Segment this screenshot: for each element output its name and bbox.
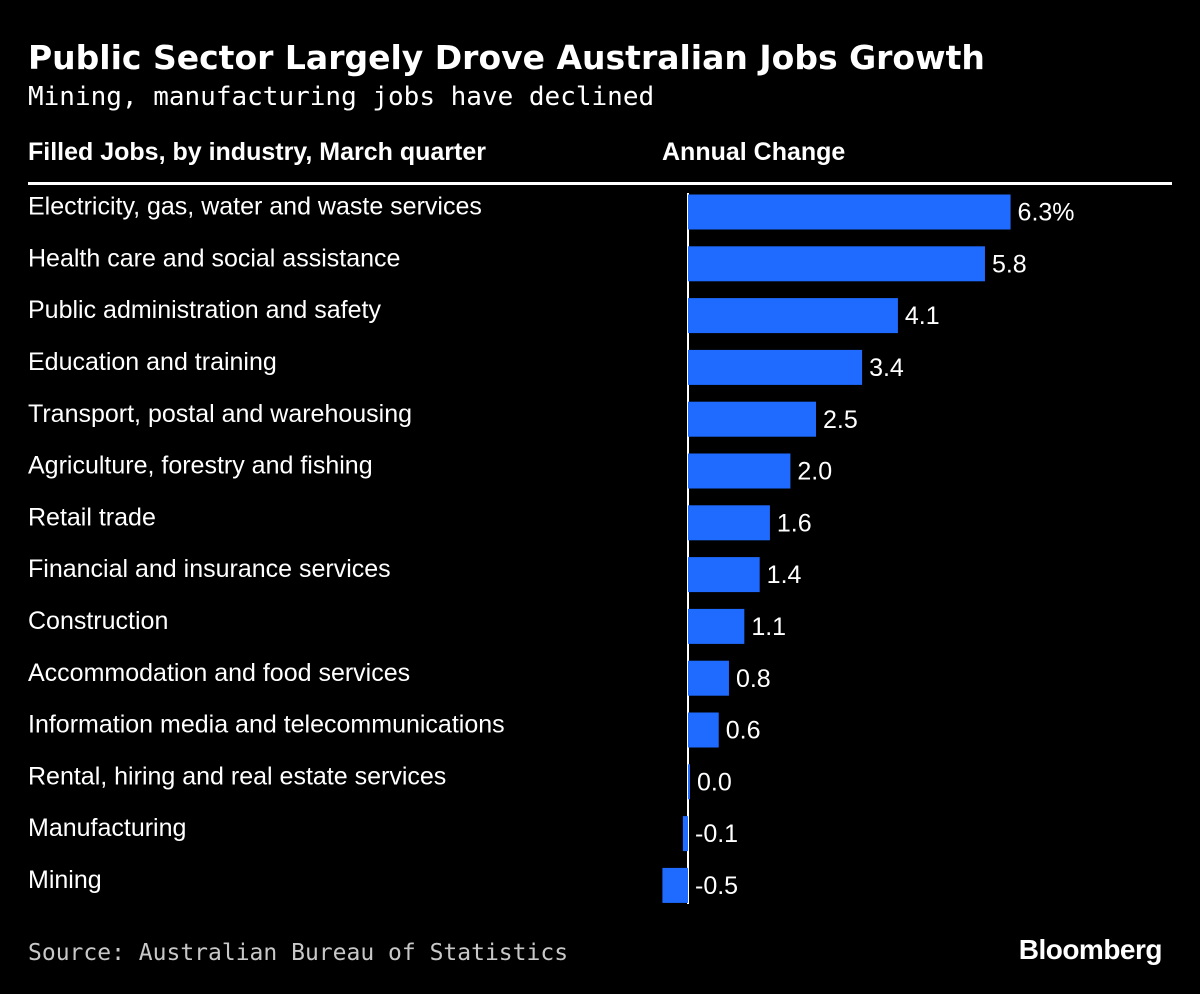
bar bbox=[662, 867, 688, 903]
value-label: 3.4 bbox=[869, 354, 904, 382]
value-label: 5.8 bbox=[992, 250, 1027, 278]
value-label: -0.1 bbox=[695, 820, 738, 848]
value-label: 4.1 bbox=[905, 302, 940, 330]
category-label: Financial and insurance services bbox=[28, 555, 391, 583]
category-label: Rental, hiring and real estate services bbox=[28, 762, 446, 790]
chart-subtitle: Mining, manufacturing jobs have declined bbox=[28, 82, 655, 112]
bar bbox=[688, 764, 690, 800]
bar bbox=[688, 401, 816, 437]
bar bbox=[688, 453, 791, 489]
category-label: Manufacturing bbox=[28, 814, 186, 842]
category-label: Information media and telecommunications bbox=[28, 711, 505, 739]
category-label: Electricity, gas, water and waste servic… bbox=[28, 193, 482, 221]
value-label: 0.0 bbox=[697, 768, 732, 796]
header-divider bbox=[28, 182, 1172, 185]
value-label: 2.5 bbox=[823, 406, 858, 434]
source-note: Source: Australian Bureau of Statistics bbox=[28, 940, 569, 966]
bar bbox=[688, 349, 863, 385]
bloomberg-logo: Bloomberg bbox=[1018, 934, 1163, 965]
category-label: Transport, postal and warehousing bbox=[28, 400, 412, 428]
category-label: Public administration and safety bbox=[28, 296, 381, 324]
value-label: 0.8 bbox=[736, 665, 771, 693]
bar bbox=[682, 816, 688, 852]
value-label: 6.3% bbox=[1018, 199, 1075, 227]
chart-title: Public Sector Largely Drove Australian J… bbox=[28, 38, 985, 77]
value-label: 1.1 bbox=[751, 613, 786, 641]
category-label: Accommodation and food services bbox=[28, 659, 410, 687]
category-label: Retail trade bbox=[28, 503, 156, 531]
category-label: Education and training bbox=[28, 348, 277, 376]
bar bbox=[688, 298, 898, 334]
bar bbox=[688, 660, 729, 696]
value-label: 2.0 bbox=[797, 458, 832, 486]
value-label: 0.6 bbox=[726, 717, 761, 745]
bar bbox=[688, 608, 745, 644]
category-label: Agriculture, forestry and fishing bbox=[28, 452, 373, 480]
value-label: 1.6 bbox=[777, 509, 812, 537]
category-column-header: Filled Jobs, by industry, March quarter bbox=[28, 138, 486, 166]
bar bbox=[688, 505, 770, 541]
bar bbox=[688, 712, 719, 748]
category-label: Mining bbox=[28, 866, 102, 894]
bar bbox=[688, 557, 760, 593]
value-label: -0.5 bbox=[695, 872, 738, 900]
value-column-header: Annual Change bbox=[662, 138, 846, 166]
value-label: 1.4 bbox=[767, 561, 802, 589]
category-label: Health care and social assistance bbox=[28, 244, 400, 272]
bar bbox=[688, 246, 985, 282]
category-label: Construction bbox=[28, 607, 168, 635]
bar bbox=[688, 194, 1011, 230]
